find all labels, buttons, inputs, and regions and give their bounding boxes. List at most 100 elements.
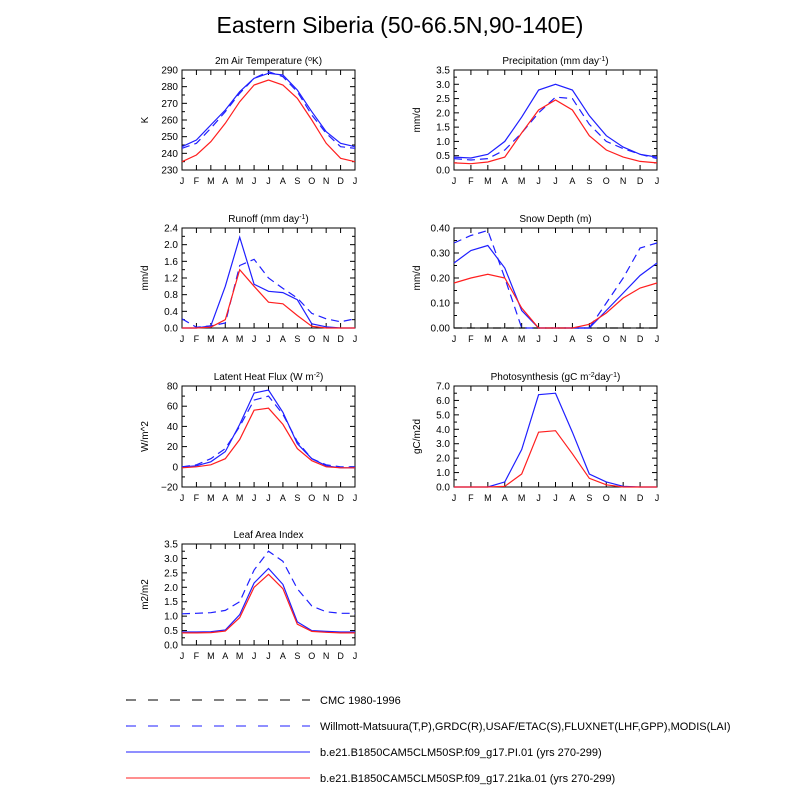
y-tick-label: 250	[161, 132, 178, 143]
y-tick-label: 0.5	[164, 626, 178, 637]
y-tick-label: 6.0	[436, 396, 450, 407]
x-tick-label: A	[502, 176, 508, 186]
y-axis-label: mm/d	[412, 266, 423, 291]
y-tick-label: 2.0	[436, 454, 450, 465]
y-tick-label: 1.0	[164, 612, 178, 623]
x-tick-label: M	[236, 493, 244, 503]
x-tick-label: J	[553, 176, 558, 186]
x-tick-label: J	[180, 176, 185, 186]
y-tick-label: 2.0	[164, 583, 178, 594]
series-line-pi	[454, 392, 657, 488]
panel-title: Leaf Area Index	[233, 530, 303, 541]
series-line-obs2	[181, 550, 355, 615]
x-tick-label: J	[252, 334, 257, 344]
y-axis-label: m2/m2	[140, 579, 151, 610]
x-tick-label: D	[337, 651, 344, 661]
x-tick-label: J	[452, 176, 457, 186]
x-tick-label: N	[620, 493, 627, 503]
y-tick-label: 1.5	[164, 597, 178, 608]
x-tick-label: S	[294, 651, 300, 661]
x-tick-label: O	[603, 493, 610, 503]
y-tick-label: 270	[161, 99, 178, 110]
series-line-obs2	[453, 96, 658, 161]
x-tick-label: J	[180, 493, 185, 503]
y-tick-label: 40	[167, 422, 179, 433]
legend-label: b.e21.B1850CAM5CLM50SP.f09_g17.21ka.01 (…	[320, 773, 615, 785]
y-tick-label: 3.0	[436, 80, 450, 91]
x-tick-label: J	[180, 651, 185, 661]
x-tick-label: J	[252, 176, 257, 186]
x-tick-label: M	[236, 334, 244, 344]
series-line-pi	[453, 83, 658, 159]
y-tick-label: 0.5	[436, 151, 450, 162]
y-tick-label: 3.5	[164, 540, 178, 551]
series-line-ka	[453, 273, 658, 329]
panel-title: Latent Heat Flux (W m-2)	[214, 372, 324, 384]
y-tick-label: 2.4	[164, 224, 178, 235]
x-tick-label: D	[637, 493, 644, 503]
x-tick-label: A	[222, 493, 228, 503]
x-tick-label: D	[337, 493, 344, 503]
x-tick-label: D	[637, 176, 644, 186]
series-line-ka	[454, 430, 657, 488]
y-tick-label: 60	[167, 402, 179, 413]
legend-label: CMC 1980-1996	[320, 695, 401, 707]
x-tick-label: A	[280, 493, 286, 503]
x-tick-label: D	[637, 334, 644, 344]
series-line-pi	[453, 244, 658, 329]
series-line-ka	[182, 573, 355, 634]
y-tick-label: 1.6	[164, 257, 178, 268]
series-line-ka	[181, 407, 355, 469]
series-line-obs2	[181, 258, 356, 328]
y-tick-label: 0.4	[164, 307, 178, 318]
panel-3: Runoff (mm day-1)0.00.40.81.21.62.02.4J F…	[140, 214, 357, 345]
x-tick-label: J	[655, 493, 660, 503]
y-tick-label: 1.0	[436, 137, 450, 148]
x-tick-label: J	[536, 334, 541, 344]
series-line-obs2	[181, 71, 356, 149]
x-tick-label: J	[252, 493, 257, 503]
series-line-ka	[453, 99, 658, 165]
y-tick-label: 0.10	[431, 299, 451, 310]
series-line-obs2	[181, 395, 355, 468]
panel-title: Photosynthesis (gC m-2day-1)	[491, 372, 621, 384]
x-tick-label: J	[180, 334, 185, 344]
x-tick-label: M	[207, 493, 215, 503]
x-tick-label: J	[452, 334, 457, 344]
series-line-pi	[181, 389, 355, 469]
legend: CMC 1980-1996 Willmott-Matsuura(T,P),GRDC…	[126, 695, 731, 785]
y-tick-label: 0.0	[164, 641, 178, 652]
x-tick-label: J	[655, 334, 660, 344]
legend-label: Willmott-Matsuura(T,P),GRDC(R),USAF/ETAC…	[320, 721, 731, 733]
x-tick-label: O	[603, 334, 610, 344]
x-tick-label: M	[518, 334, 526, 344]
x-tick-label: M	[207, 651, 215, 661]
y-tick-label: 240	[161, 149, 178, 160]
y-tick-label: 290	[161, 66, 178, 77]
x-tick-label: A	[502, 493, 508, 503]
x-tick-label: J	[252, 651, 257, 661]
y-tick-label: 3.0	[436, 439, 450, 450]
x-tick-label: J	[536, 176, 541, 186]
panel-title: Runoff (mm day-1)	[228, 214, 309, 226]
panel-title: 2m Air Temperature (oK)	[215, 56, 322, 68]
x-tick-label: M	[236, 651, 244, 661]
x-tick-label: M	[518, 493, 526, 503]
plot-frame	[453, 227, 658, 329]
y-tick-label: 80	[167, 382, 179, 393]
x-tick-label: N	[323, 334, 330, 344]
x-tick-label: A	[280, 176, 286, 186]
x-tick-label: N	[323, 493, 330, 503]
y-tick-label: 0	[172, 462, 178, 473]
x-tick-label: O	[308, 493, 315, 503]
y-tick-label: 1.5	[436, 123, 450, 134]
y-tick-label: 0.0	[436, 483, 450, 494]
x-tick-label: J	[655, 176, 660, 186]
series-line-pi	[182, 235, 355, 329]
y-tick-label: 0.30	[431, 249, 451, 260]
x-tick-label: M	[207, 176, 215, 186]
y-tick-label: 260	[161, 116, 178, 127]
y-tick-label: 230	[161, 166, 178, 177]
x-tick-label: J	[266, 493, 271, 503]
x-tick-label: N	[620, 334, 627, 344]
